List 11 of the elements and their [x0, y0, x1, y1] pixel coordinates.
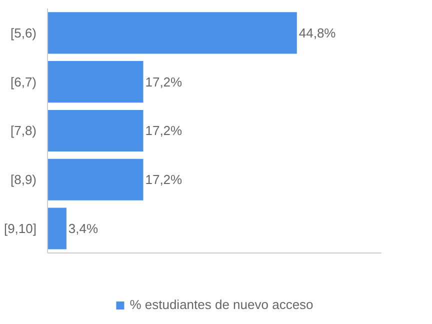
y-tick-label: [6,7)	[10, 74, 37, 90]
data-label: 17,2%	[145, 172, 183, 188]
data-label: 17,2%	[145, 74, 183, 90]
y-tick-label: [5,6)	[10, 25, 37, 40]
data-label: 3,4%	[68, 221, 98, 236]
y-tick-label: [9,10]	[4, 221, 37, 236]
data-label: 17,2%	[145, 123, 183, 138]
legend-label: % estudiantes de nuevo acceso	[130, 297, 314, 312]
y-tick-label: [8,9)	[10, 172, 37, 188]
data-label: 44,8%	[298, 25, 336, 40]
y-tick-label: [7,8)	[10, 123, 37, 138]
